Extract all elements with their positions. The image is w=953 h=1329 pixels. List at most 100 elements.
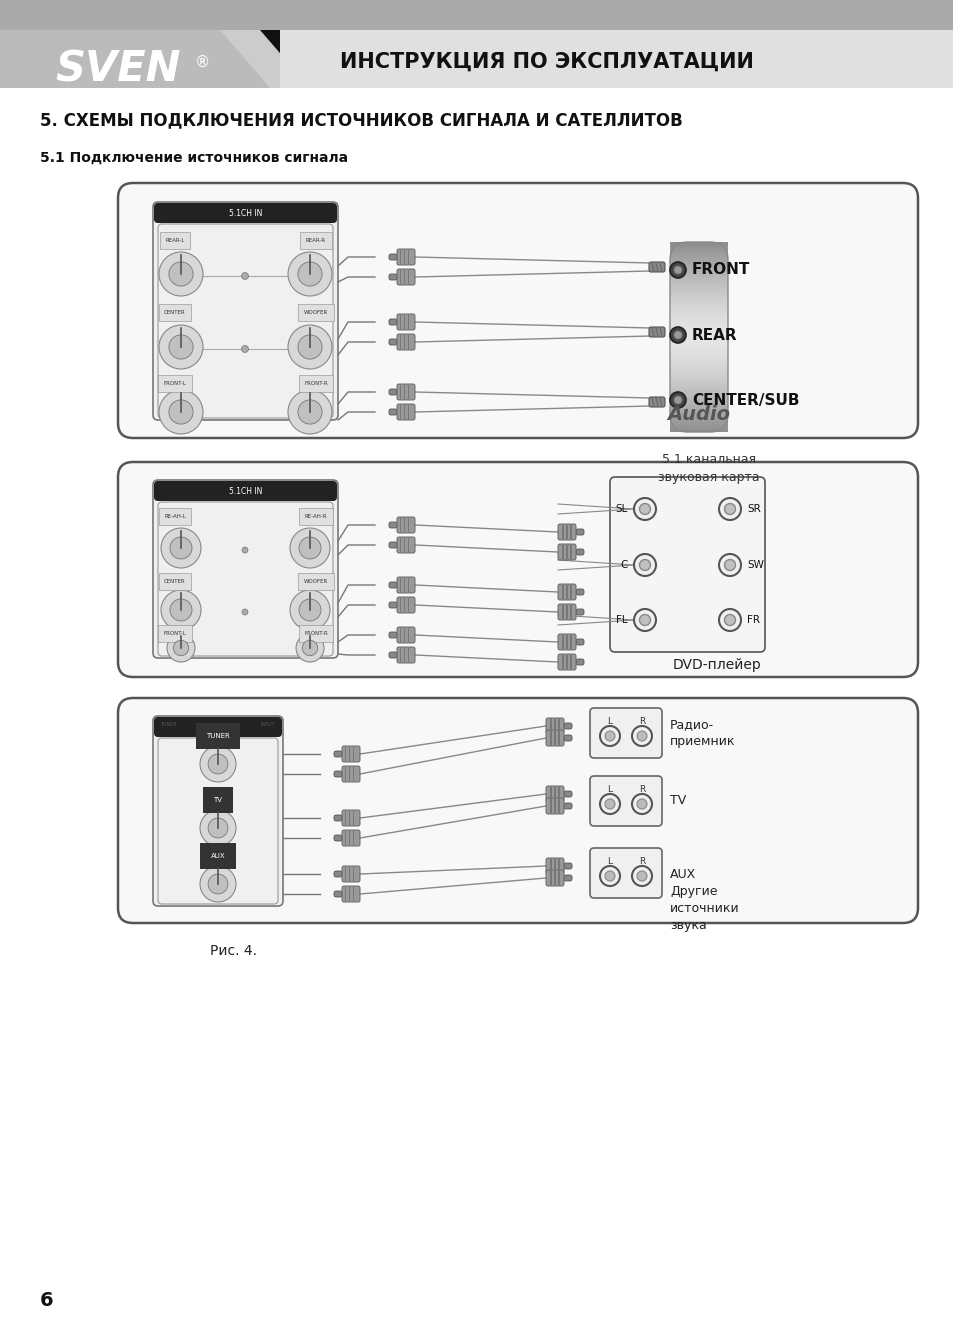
FancyBboxPatch shape — [389, 254, 396, 260]
Bar — [353, 767, 355, 781]
FancyBboxPatch shape — [334, 771, 341, 777]
Circle shape — [639, 614, 650, 626]
Text: SL: SL — [615, 504, 627, 514]
FancyBboxPatch shape — [334, 815, 341, 821]
Bar — [550, 870, 552, 885]
FancyBboxPatch shape — [396, 537, 415, 553]
FancyBboxPatch shape — [118, 183, 917, 439]
Bar — [558, 799, 559, 813]
Circle shape — [208, 819, 228, 837]
Bar — [408, 518, 409, 532]
Bar — [570, 605, 572, 619]
FancyBboxPatch shape — [389, 274, 396, 280]
Text: WOOFER: WOOFER — [304, 310, 328, 315]
Bar — [408, 385, 409, 399]
Circle shape — [599, 793, 619, 813]
Text: WOOFER: WOOFER — [304, 579, 328, 583]
FancyBboxPatch shape — [576, 609, 583, 615]
Bar — [399, 649, 401, 662]
Circle shape — [631, 726, 651, 746]
Text: C: C — [620, 560, 627, 570]
Bar — [558, 859, 559, 873]
Circle shape — [169, 400, 193, 424]
Text: ИНСТРУКЦИЯ ПО ЭКСПЛУАТАЦИИ: ИНСТРУКЦИЯ ПО ЭКСПЛУАТАЦИИ — [339, 52, 753, 72]
Bar — [408, 250, 409, 264]
Circle shape — [288, 389, 332, 435]
Circle shape — [604, 799, 615, 809]
Circle shape — [208, 874, 228, 894]
Bar — [562, 655, 563, 668]
Bar — [399, 538, 401, 552]
Bar — [570, 635, 572, 649]
FancyBboxPatch shape — [396, 334, 415, 350]
Bar — [566, 655, 567, 668]
Bar — [0, 0, 953, 31]
FancyBboxPatch shape — [648, 327, 664, 338]
Text: L: L — [607, 856, 612, 865]
FancyBboxPatch shape — [396, 314, 415, 330]
Circle shape — [634, 609, 656, 631]
Bar — [345, 886, 346, 901]
FancyBboxPatch shape — [152, 202, 337, 420]
Bar — [345, 747, 346, 762]
Bar — [558, 870, 559, 885]
FancyBboxPatch shape — [341, 867, 359, 882]
Bar — [408, 629, 409, 642]
Bar — [403, 649, 405, 662]
FancyBboxPatch shape — [589, 848, 661, 898]
Text: FRONT-L: FRONT-L — [163, 631, 186, 637]
Text: DVD-плейер: DVD-плейер — [673, 658, 761, 672]
Bar — [408, 315, 409, 330]
FancyBboxPatch shape — [545, 785, 563, 801]
Bar — [345, 867, 346, 881]
FancyBboxPatch shape — [545, 718, 563, 734]
Bar — [408, 335, 409, 350]
Bar — [0, 31, 953, 88]
Circle shape — [673, 266, 681, 274]
FancyBboxPatch shape — [558, 583, 576, 599]
Text: TV: TV — [213, 797, 222, 803]
Text: R: R — [639, 856, 644, 865]
Circle shape — [169, 335, 193, 359]
Circle shape — [161, 528, 201, 567]
Circle shape — [170, 599, 192, 621]
Text: R: R — [639, 784, 644, 793]
Bar — [550, 787, 552, 801]
Circle shape — [604, 870, 615, 881]
Text: 5.1CH IN: 5.1CH IN — [229, 209, 262, 218]
Text: ®: ® — [194, 54, 210, 69]
Text: 5. СХЕМЫ ПОДКЛЮЧЕНИЯ ИСТОЧНИКОВ СИГНАЛА И САТЕЛЛИТОВ: 5. СХЕМЫ ПОДКЛЮЧЕНИЯ ИСТОЧНИКОВ СИГНАЛА … — [40, 112, 682, 129]
Text: REAR-R: REAR-R — [306, 238, 326, 243]
Circle shape — [719, 609, 740, 631]
Bar — [349, 767, 350, 781]
FancyBboxPatch shape — [563, 723, 572, 730]
Bar — [403, 629, 405, 642]
FancyBboxPatch shape — [558, 524, 576, 540]
Bar — [349, 867, 350, 881]
FancyBboxPatch shape — [396, 627, 415, 643]
Bar — [399, 250, 401, 264]
FancyBboxPatch shape — [576, 639, 583, 645]
Circle shape — [298, 537, 320, 560]
FancyBboxPatch shape — [396, 647, 415, 663]
Bar — [399, 518, 401, 532]
FancyBboxPatch shape — [153, 481, 336, 501]
Bar — [570, 545, 572, 560]
FancyBboxPatch shape — [545, 870, 563, 886]
Bar — [554, 870, 556, 885]
Bar — [570, 655, 572, 668]
Circle shape — [673, 396, 681, 404]
Bar — [403, 518, 405, 532]
FancyBboxPatch shape — [341, 766, 359, 781]
Text: L: L — [607, 716, 612, 726]
Circle shape — [208, 754, 228, 773]
Bar — [408, 598, 409, 611]
Bar — [353, 867, 355, 881]
Text: CENTER: CENTER — [164, 579, 186, 583]
Bar — [566, 525, 567, 540]
Bar — [408, 405, 409, 419]
Text: FRONT-L: FRONT-L — [163, 381, 186, 385]
Bar — [349, 811, 350, 825]
FancyBboxPatch shape — [396, 517, 415, 533]
Bar — [566, 585, 567, 599]
